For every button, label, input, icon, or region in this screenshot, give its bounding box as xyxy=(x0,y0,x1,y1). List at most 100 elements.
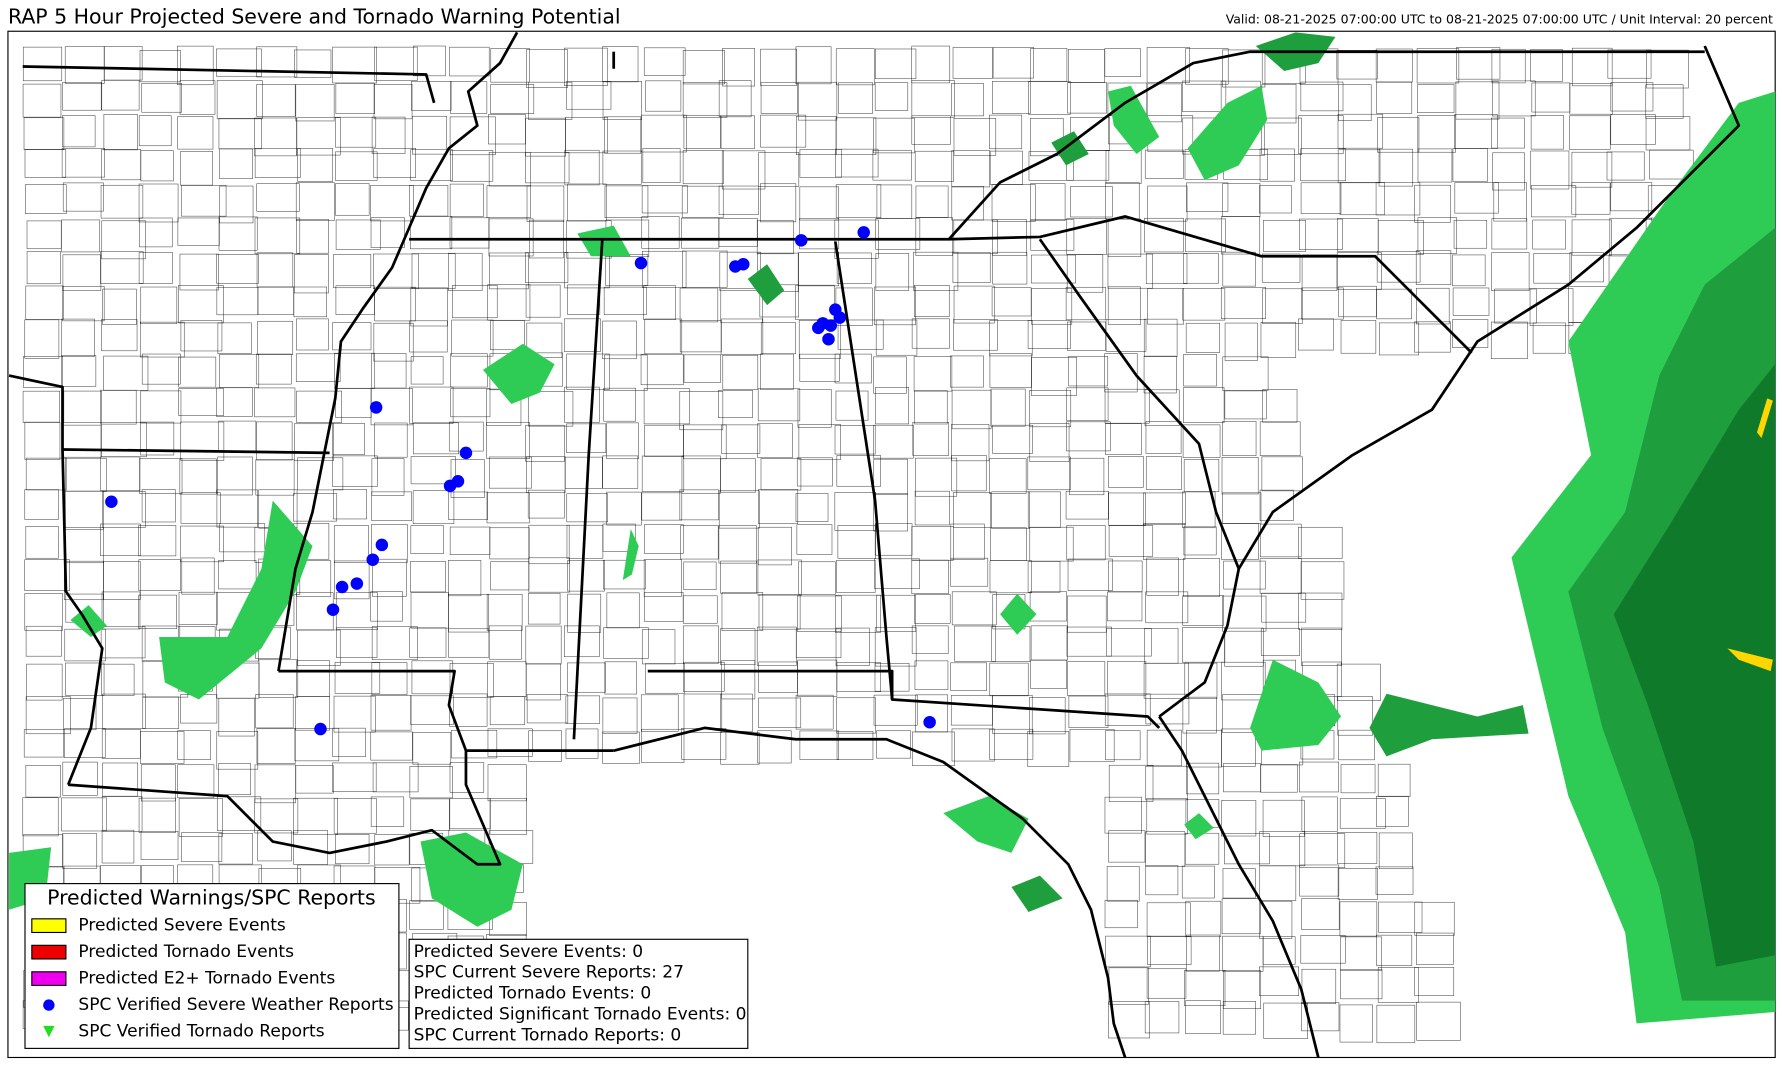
county xyxy=(1224,833,1270,865)
county xyxy=(603,559,646,590)
county xyxy=(61,148,106,178)
county xyxy=(335,151,378,181)
county xyxy=(24,184,67,214)
county xyxy=(448,594,490,633)
county xyxy=(295,182,335,221)
county xyxy=(295,84,335,122)
county xyxy=(1066,626,1112,657)
county xyxy=(1146,83,1182,123)
county xyxy=(333,525,369,563)
county xyxy=(834,425,876,455)
county xyxy=(25,696,71,735)
border xyxy=(278,669,468,752)
county xyxy=(1300,81,1344,112)
county xyxy=(101,220,146,260)
county xyxy=(1301,898,1340,930)
county xyxy=(25,457,67,491)
county xyxy=(1107,286,1141,325)
title: RAP 5 Hour Projected Severe and Tornado … xyxy=(8,5,621,29)
county xyxy=(564,47,608,86)
county xyxy=(722,48,755,87)
county xyxy=(1491,117,1525,149)
county xyxy=(219,185,254,224)
county xyxy=(101,591,141,630)
county xyxy=(101,796,143,832)
county xyxy=(410,287,448,327)
county xyxy=(295,696,330,731)
county xyxy=(1259,489,1294,521)
county xyxy=(101,663,135,696)
county xyxy=(796,457,833,487)
county xyxy=(567,593,602,633)
county xyxy=(1030,659,1067,689)
county xyxy=(293,797,338,835)
county xyxy=(335,219,381,250)
county xyxy=(448,560,482,597)
county xyxy=(874,627,917,667)
county xyxy=(525,284,561,318)
county xyxy=(1184,970,1226,1006)
county xyxy=(449,663,494,698)
county xyxy=(1492,152,1525,191)
county xyxy=(489,798,527,835)
county xyxy=(332,727,366,757)
county xyxy=(911,559,949,594)
county xyxy=(293,286,327,318)
county xyxy=(255,459,295,496)
county xyxy=(1262,389,1298,423)
county xyxy=(876,730,911,759)
county xyxy=(953,319,998,351)
county xyxy=(875,253,910,291)
county xyxy=(1222,421,1257,456)
county xyxy=(911,526,954,561)
county xyxy=(1066,254,1104,293)
county xyxy=(602,81,643,120)
county xyxy=(101,79,140,111)
county xyxy=(951,83,984,117)
county xyxy=(218,216,258,251)
county xyxy=(798,561,836,595)
shading-area xyxy=(747,264,785,306)
county xyxy=(371,524,408,563)
county xyxy=(603,286,647,315)
county xyxy=(1107,661,1147,696)
county xyxy=(65,662,105,696)
county xyxy=(563,318,601,352)
legend-swatch xyxy=(31,944,67,960)
county xyxy=(991,491,1031,529)
county xyxy=(1336,252,1382,290)
county xyxy=(1262,288,1303,324)
county xyxy=(141,489,176,523)
legend-swatch xyxy=(43,1025,55,1038)
county xyxy=(62,833,98,869)
county xyxy=(62,82,102,111)
county xyxy=(951,728,995,762)
county xyxy=(1222,868,1256,899)
county xyxy=(24,489,59,520)
legend-swatch xyxy=(43,999,55,1011)
county xyxy=(100,456,141,491)
county xyxy=(449,116,496,156)
legend-title: Predicted Warnings/SPC Reports xyxy=(47,885,375,909)
county xyxy=(254,764,296,804)
stats-box xyxy=(408,938,749,1049)
county xyxy=(1301,1002,1340,1032)
county xyxy=(22,46,63,82)
county xyxy=(177,764,215,799)
county xyxy=(1375,182,1421,216)
shading-area xyxy=(483,343,555,405)
county xyxy=(1571,182,1611,215)
county xyxy=(1298,318,1334,351)
county xyxy=(100,251,144,284)
county xyxy=(336,627,378,658)
county xyxy=(1027,320,1071,349)
county xyxy=(451,730,498,759)
border xyxy=(8,374,64,450)
county xyxy=(952,47,993,79)
county xyxy=(1532,322,1566,354)
county xyxy=(528,557,570,593)
county xyxy=(24,593,63,631)
county xyxy=(177,45,214,86)
county xyxy=(296,390,342,423)
border xyxy=(409,50,1705,241)
